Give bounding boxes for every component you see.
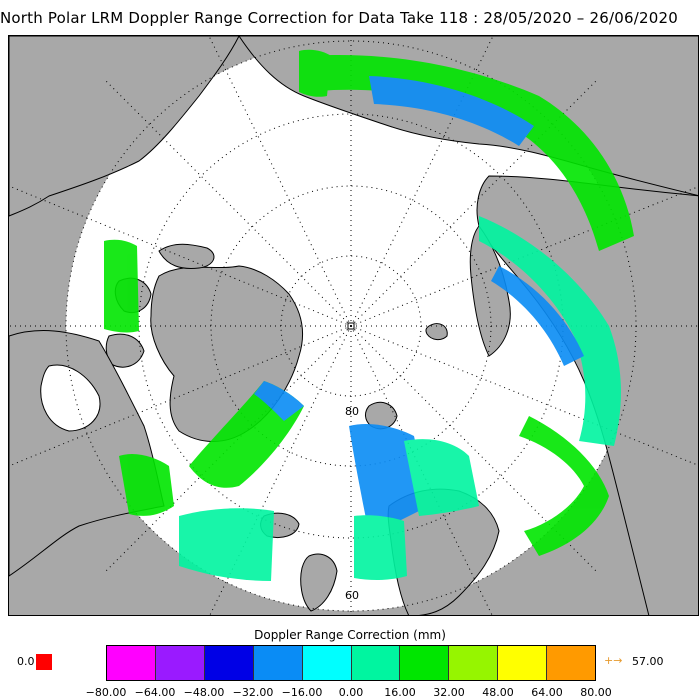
- swath-baffin: [104, 239, 139, 333]
- colorbar-segment: [498, 646, 548, 680]
- colorbar-tick-label: 64.00: [531, 686, 563, 699]
- colorbar-tick-label: −80.00: [85, 686, 127, 699]
- british-isles: [300, 553, 338, 612]
- data-swaths: [104, 49, 634, 581]
- franz-josef-land: [425, 323, 448, 341]
- colorbar-segment: [400, 646, 450, 680]
- colorbar-tick-label: −32.00: [232, 686, 274, 699]
- swath-chukchi: [299, 49, 331, 97]
- canadian-archipelago-3: [105, 333, 145, 368]
- colorbar-segment: [547, 646, 596, 680]
- swath-siberia-arc: [309, 55, 634, 252]
- under-range-value: 0.0: [17, 655, 35, 668]
- colorbar-tick-label: −64.00: [134, 686, 176, 699]
- over-range-value: 57.00: [632, 655, 664, 668]
- lat-label-60: 60: [345, 589, 359, 602]
- swath-greenland-inner: [254, 381, 304, 421]
- alaska: [9, 36, 240, 217]
- colorbar-segment: [155, 646, 205, 680]
- colorbar-tick-label: −48.00: [183, 686, 225, 699]
- swath-south-greenland: [119, 454, 174, 516]
- colorbar-title: Doppler Range Correction (mm): [254, 628, 446, 642]
- swath-labrador: [179, 508, 274, 581]
- colorbar-segment: [351, 646, 401, 680]
- colorbar-tick-label: 80.00: [580, 686, 612, 699]
- colorbar-segment: [253, 646, 303, 680]
- polar-map-canvas: 80 60: [9, 36, 698, 615]
- swath-east-arc: [479, 216, 621, 446]
- colorbar-segment: [107, 646, 156, 680]
- canadian-archipelago-1: [158, 243, 215, 269]
- over-range-arrow-icon: +→: [604, 654, 623, 667]
- swath-siberia-arc-inner: [369, 76, 534, 146]
- pole-marker: [347, 322, 355, 330]
- colorbar-segment: [449, 646, 499, 680]
- polar-map: 80 60: [8, 35, 699, 616]
- colorbar-tick-label: 0.00: [338, 686, 364, 699]
- lat-label-80: 80: [345, 405, 359, 418]
- map-title: North Polar LRM Doppler Range Correction…: [0, 9, 678, 27]
- colorbar-tick-label: −16.00: [281, 686, 323, 699]
- colorbar-segment: [302, 646, 352, 680]
- under-range-swatch: [36, 654, 52, 670]
- colorbar: [106, 645, 596, 681]
- colorbar-tick-label: 48.00: [482, 686, 514, 699]
- swath-southeast-arc: [519, 416, 609, 556]
- hudson-bay: [40, 364, 101, 432]
- colorbar-tick-label: 32.00: [433, 686, 465, 699]
- colorbar-segment: [204, 646, 254, 680]
- swath-barents: [404, 439, 479, 516]
- colorbar-tick-label: 16.00: [384, 686, 416, 699]
- swath-atlantic: [354, 515, 407, 581]
- swath-east-arc-inner: [491, 266, 584, 366]
